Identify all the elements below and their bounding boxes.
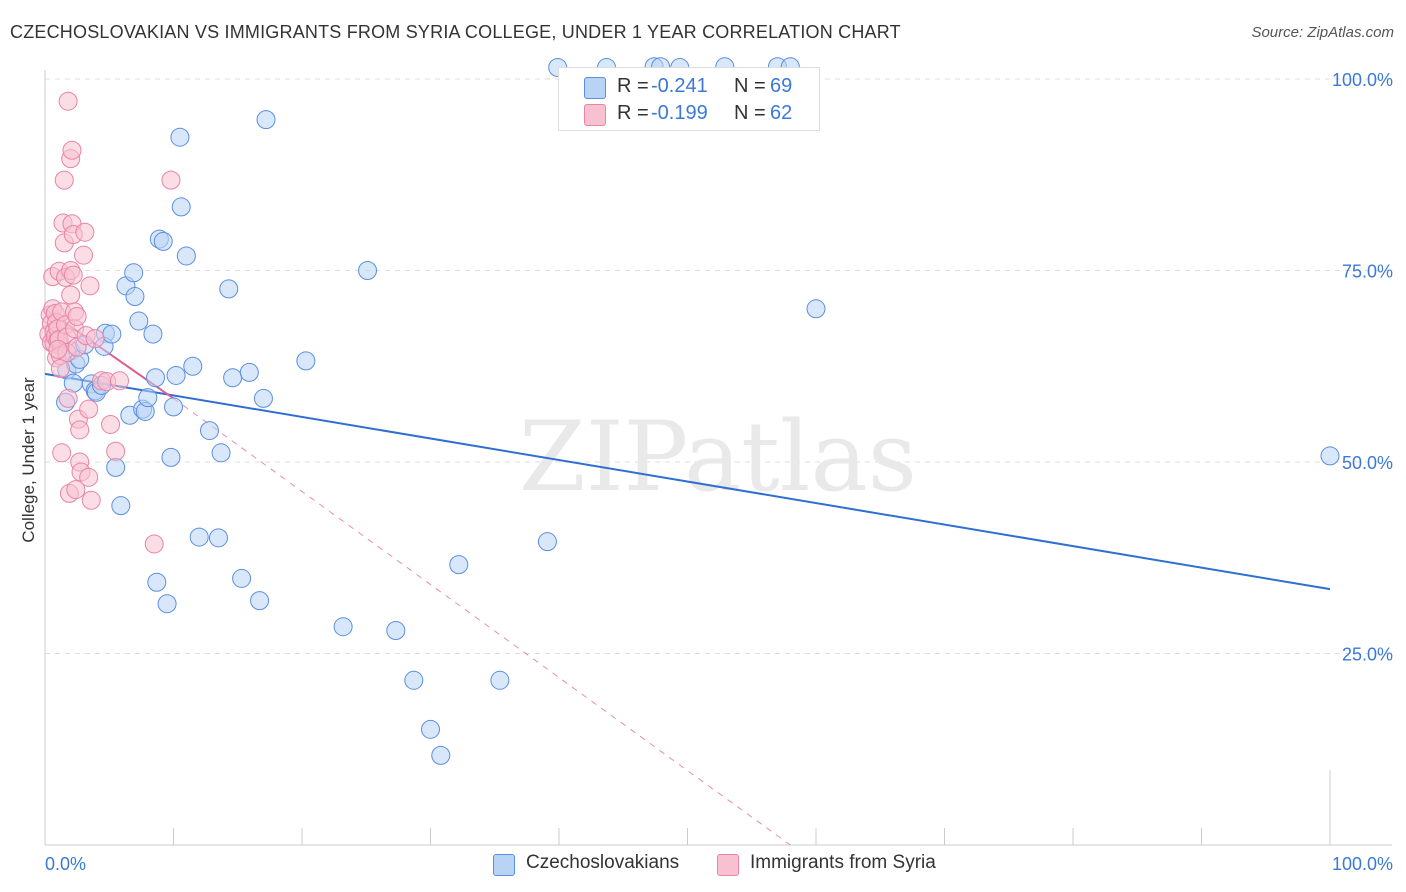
legend-label: Czechoslovakians bbox=[526, 852, 680, 873]
point-czechoslovakians bbox=[256, 110, 276, 130]
point-czechoslovakians bbox=[171, 197, 191, 217]
point-czechoslovakians bbox=[106, 457, 126, 477]
trend-line-czechoslovakians bbox=[44, 372, 1331, 591]
y-tick-label: 25.0% bbox=[1342, 645, 1393, 665]
point-syria bbox=[58, 91, 78, 111]
source-credit: Source: ZipAtlas.com bbox=[1251, 24, 1394, 41]
n-label: N = bbox=[734, 102, 766, 124]
point-czechoslovakians bbox=[1320, 446, 1340, 466]
point-czechoslovakians bbox=[157, 594, 177, 614]
point-czechoslovakians bbox=[189, 527, 209, 547]
r-value: -0.241 bbox=[651, 75, 708, 97]
chart-title: CZECHOSLOVAKIAN VS IMMIGRANTS FROM SYRIA… bbox=[10, 22, 901, 42]
point-czechoslovakians bbox=[143, 324, 163, 344]
x-tick-label: 100.0% bbox=[1332, 854, 1393, 874]
point-czechoslovakians bbox=[183, 356, 203, 376]
point-czechoslovakians bbox=[129, 311, 149, 331]
point-czechoslovakians bbox=[176, 246, 196, 266]
point-czechoslovakians bbox=[250, 591, 270, 611]
point-czechoslovakians bbox=[223, 368, 243, 388]
point-czechoslovakians bbox=[211, 443, 231, 463]
y-axis-title: College, Under 1 year bbox=[19, 377, 38, 543]
point-syria bbox=[110, 371, 130, 391]
point-syria bbox=[75, 222, 95, 242]
point-czechoslovakians bbox=[421, 719, 440, 739]
point-czechoslovakians bbox=[219, 279, 239, 299]
point-syria bbox=[61, 285, 81, 305]
point-syria bbox=[66, 480, 86, 500]
point-czechoslovakians bbox=[333, 617, 353, 637]
r-label: R = bbox=[617, 102, 649, 124]
point-czechoslovakians bbox=[166, 365, 186, 385]
point-syria bbox=[79, 467, 99, 487]
point-czechoslovakians bbox=[208, 528, 228, 548]
point-syria bbox=[80, 276, 100, 296]
point-syria bbox=[70, 420, 90, 440]
x-tick-label: 0.0% bbox=[45, 854, 86, 874]
label-layer: 25.0% 50.0% 75.0% 100.0% 0.0% 100.0% College, … bbox=[19, 70, 1393, 874]
point-czechoslovakians bbox=[253, 388, 273, 408]
point-syria bbox=[48, 339, 68, 359]
pink-swatch bbox=[717, 854, 739, 876]
point-czechoslovakians bbox=[153, 231, 173, 251]
blue-swatch bbox=[493, 854, 515, 876]
point-czechoslovakians bbox=[161, 447, 181, 467]
point-czechoslovakians bbox=[296, 351, 316, 371]
stats-box: R = -0.241 N = 69 R = -0.199 N = 62 bbox=[558, 67, 820, 131]
y-tick-label: 50.0% bbox=[1342, 453, 1393, 473]
r-value: -0.199 bbox=[651, 102, 708, 124]
y-tick-label: 75.0% bbox=[1342, 262, 1393, 282]
pink-swatch bbox=[584, 104, 606, 126]
point-syria bbox=[52, 443, 72, 463]
point-syria bbox=[161, 170, 181, 190]
point-syria bbox=[81, 490, 101, 510]
point-czechoslovakians bbox=[239, 362, 259, 382]
y-tick-label: 100.0% bbox=[1332, 70, 1393, 90]
point-czechoslovakians bbox=[404, 670, 424, 690]
point-syria bbox=[74, 245, 94, 265]
point-czechoslovakians bbox=[125, 287, 145, 307]
n-value: 69 bbox=[770, 75, 793, 97]
point-czechoslovakians bbox=[449, 555, 469, 575]
legend-label: Immigrants from Syria bbox=[750, 852, 936, 873]
point-syria bbox=[106, 441, 126, 461]
watermark: ZIPatlas bbox=[519, 401, 917, 513]
n-value: 62 bbox=[770, 102, 793, 124]
point-czechoslovakians bbox=[431, 745, 451, 765]
point-czechoslovakians bbox=[386, 621, 406, 641]
point-syria bbox=[79, 399, 99, 419]
point-czechoslovakians bbox=[111, 496, 131, 516]
point-czechoslovakians bbox=[170, 127, 190, 147]
r-label: R = bbox=[617, 75, 649, 97]
point-czechoslovakians bbox=[232, 568, 252, 588]
point-czechoslovakians bbox=[138, 388, 158, 408]
point-syria bbox=[85, 329, 105, 349]
point-syria bbox=[54, 170, 74, 190]
stats-row-syria: R = -0.199 N = 62 bbox=[559, 100, 819, 128]
n-label: N = bbox=[734, 75, 766, 97]
point-syria bbox=[50, 359, 70, 379]
point-syria bbox=[67, 306, 87, 326]
point-czechoslovakians bbox=[102, 324, 122, 344]
point-czechoslovakians bbox=[806, 299, 826, 319]
axis-layer bbox=[44, 70, 1392, 846]
point-czechoslovakians bbox=[537, 532, 557, 552]
stats-row-czechoslovakians: R = -0.241 N = 69 bbox=[559, 73, 819, 101]
point-syria bbox=[58, 388, 78, 408]
point-czechoslovakians bbox=[164, 397, 183, 417]
point-czechoslovakians bbox=[490, 670, 510, 690]
point-syria bbox=[63, 265, 83, 285]
point-czechoslovakians bbox=[124, 263, 144, 283]
point-czechoslovakians bbox=[199, 421, 219, 441]
blue-swatch bbox=[584, 77, 606, 99]
point-layer bbox=[39, 57, 1340, 765]
point-czechoslovakians bbox=[146, 368, 166, 388]
point-syria bbox=[144, 534, 164, 554]
point-syria bbox=[62, 140, 82, 160]
point-czechoslovakians bbox=[147, 572, 167, 592]
point-czechoslovakians bbox=[358, 261, 378, 280]
point-syria bbox=[101, 414, 121, 434]
